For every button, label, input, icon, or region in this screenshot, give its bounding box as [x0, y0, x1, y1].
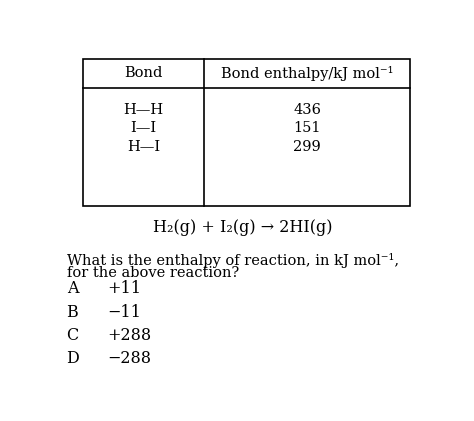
Text: 299: 299 [293, 140, 321, 154]
Text: −288: −288 [107, 350, 151, 367]
Text: What is the enthalpy of reaction, in kJ mol⁻¹,: What is the enthalpy of reaction, in kJ … [66, 253, 399, 268]
Text: for the above reaction?: for the above reaction? [66, 266, 239, 280]
Text: B: B [66, 304, 78, 321]
Text: D: D [66, 350, 79, 367]
Text: 436: 436 [293, 103, 321, 117]
Text: Bond: Bond [125, 66, 163, 80]
Text: −11: −11 [107, 304, 141, 321]
Text: +11: +11 [107, 280, 141, 297]
Text: Bond enthalpy/kJ mol⁻¹: Bond enthalpy/kJ mol⁻¹ [221, 66, 393, 81]
Text: A: A [66, 280, 78, 297]
Text: 151: 151 [293, 121, 321, 135]
Bar [83, 59, 410, 206]
Text: H—H: H—H [124, 103, 164, 117]
Text: H₂(g) + I₂(g) → 2HI(g): H₂(g) + I₂(g) → 2HI(g) [153, 218, 333, 236]
Text: I—I: I—I [131, 121, 157, 135]
Text: C: C [66, 327, 79, 344]
Text: +288: +288 [107, 327, 151, 344]
Text: H—I: H—I [127, 140, 160, 154]
